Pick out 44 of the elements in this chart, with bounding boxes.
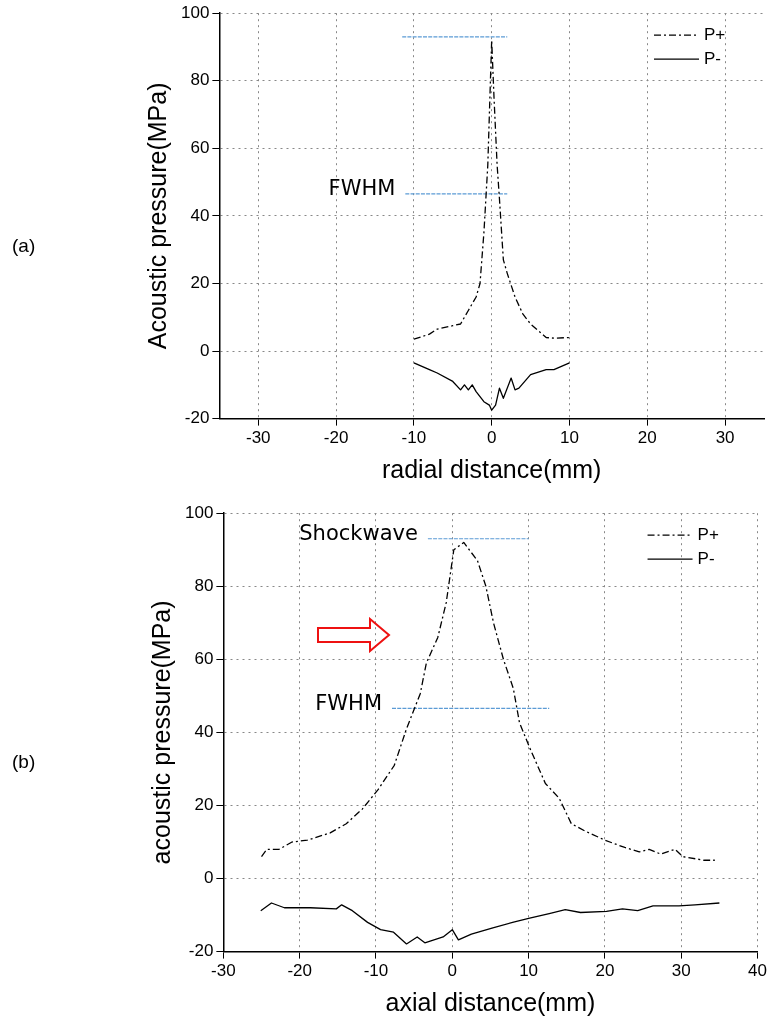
x-tick-label: 10 (519, 961, 539, 981)
y-tick-label: -20 (188, 941, 214, 961)
y-tick-label: -20 (184, 408, 210, 428)
legend-label: P- (704, 48, 721, 68)
annotation: FWHM (315, 690, 383, 715)
y-tick-label: 40 (194, 722, 214, 742)
y-tick-label: 20 (190, 273, 210, 293)
x-tick-label: 20 (595, 961, 615, 981)
x-tick-label: 20 (637, 428, 657, 448)
y-tick-label: 80 (194, 575, 214, 595)
legend-label: P+ (697, 524, 719, 544)
y-axis-title: Acoustic pressure(MPa) (142, 82, 171, 350)
y-tick-label: 20 (194, 795, 214, 815)
x-tick-label: 0 (486, 428, 497, 448)
x-tick-label: 0 (447, 961, 458, 981)
y-tick-label: 60 (190, 138, 210, 158)
y-tick-label: 100 (184, 502, 214, 522)
x-tick-label: 10 (560, 428, 579, 448)
legend-label: P+ (704, 24, 726, 44)
line-series (413, 39, 571, 340)
y-tick-label: 0 (199, 340, 210, 360)
x-axis-title: radial distance(mm) (381, 454, 602, 483)
x-tick-label: 30 (671, 961, 691, 981)
y-tick-label: 40 (190, 205, 210, 225)
x-axis-title: axial distance(mm) (385, 987, 596, 1016)
y-tick-label: 60 (194, 649, 214, 669)
x-tick-label: -30 (211, 961, 236, 981)
y-tick-label: 80 (190, 70, 210, 90)
annotation: Shockwave (299, 521, 418, 546)
legend-label: P- (697, 548, 715, 568)
y-axis-title: acoustic pressure(MPa) (146, 600, 175, 865)
y-tick-label: 100 (180, 2, 210, 22)
y-tick-label: 0 (203, 868, 214, 888)
x-tick-label: -20 (323, 428, 349, 448)
annotation: FWHM (328, 176, 396, 201)
x-tick-label: -10 (363, 961, 389, 981)
text: (b) (12, 750, 36, 773)
x-tick-label: 40 (748, 961, 768, 981)
x-tick-label: -30 (245, 428, 271, 448)
x-tick-label: 30 (715, 428, 735, 448)
line-series (260, 541, 716, 861)
x-tick-label: -20 (287, 961, 312, 981)
text: (a) (12, 235, 36, 257)
x-tick-label: -10 (401, 428, 427, 448)
